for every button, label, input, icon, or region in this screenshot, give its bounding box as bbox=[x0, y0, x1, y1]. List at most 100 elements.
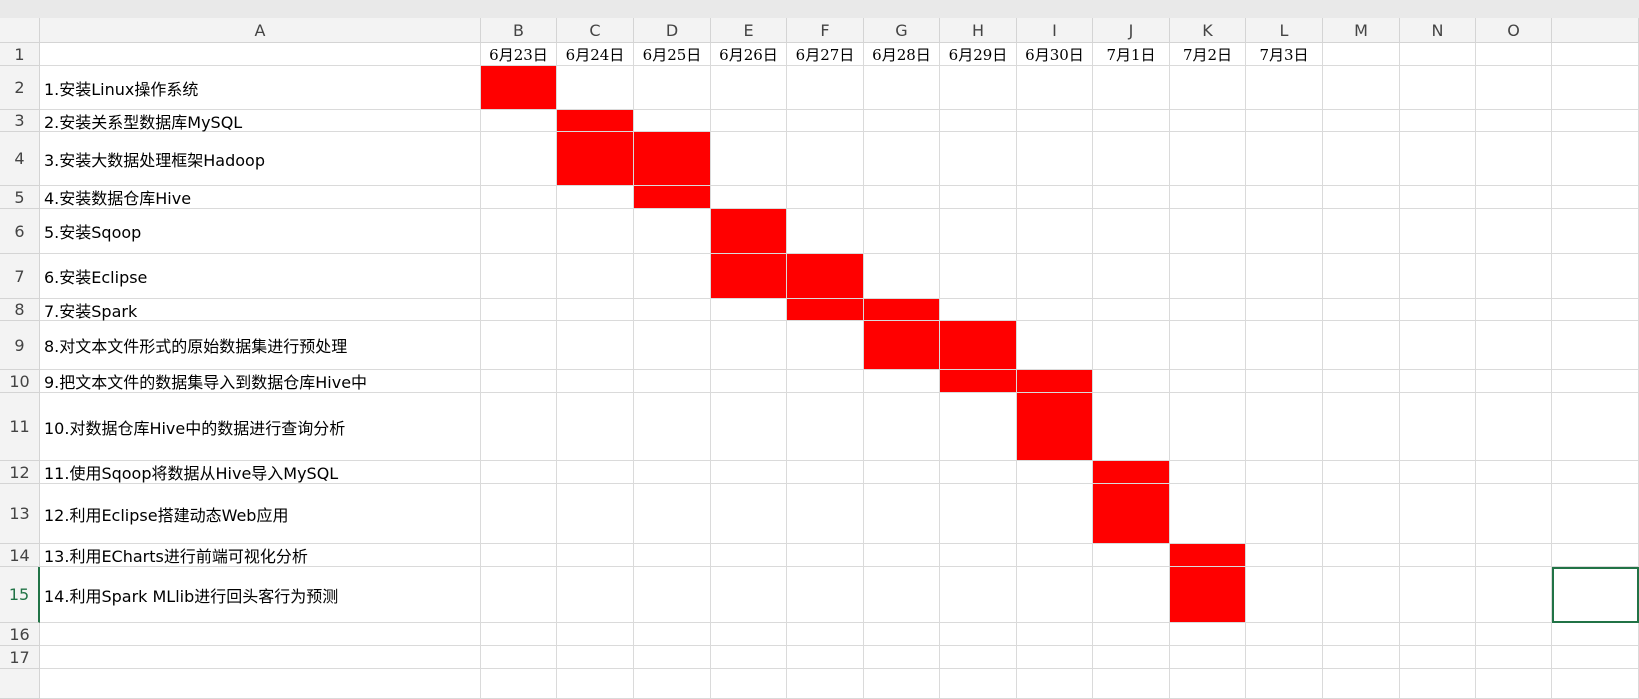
date-cell[interactable]: 6月26日 bbox=[711, 43, 787, 66]
cell[interactable] bbox=[787, 544, 864, 567]
cell[interactable] bbox=[940, 484, 1017, 544]
cell[interactable] bbox=[1552, 484, 1639, 544]
cell[interactable] bbox=[864, 66, 940, 110]
row-header[interactable]: 4 bbox=[0, 132, 40, 186]
cell[interactable] bbox=[481, 110, 557, 132]
cell[interactable] bbox=[1552, 321, 1639, 370]
column-header[interactable] bbox=[1552, 18, 1639, 43]
cell[interactable] bbox=[1170, 623, 1246, 646]
cell[interactable] bbox=[1400, 299, 1476, 321]
cell[interactable] bbox=[940, 132, 1017, 186]
filled-cell[interactable] bbox=[711, 209, 787, 254]
cell[interactable] bbox=[1093, 66, 1170, 110]
column-header[interactable]: O bbox=[1476, 18, 1552, 43]
cell[interactable] bbox=[557, 646, 634, 669]
cell[interactable] bbox=[481, 669, 557, 699]
cell[interactable] bbox=[1552, 66, 1639, 110]
cell[interactable] bbox=[1093, 370, 1170, 393]
cell[interactable] bbox=[1170, 186, 1246, 209]
cell[interactable] bbox=[634, 567, 711, 623]
task-cell[interactable]: 4.安装数据仓库Hive bbox=[40, 186, 481, 209]
cell[interactable] bbox=[1246, 66, 1323, 110]
cell[interactable] bbox=[557, 254, 634, 299]
cell[interactable] bbox=[1017, 132, 1093, 186]
date-cell[interactable]: 6月25日 bbox=[634, 43, 711, 66]
cell[interactable] bbox=[787, 66, 864, 110]
cell[interactable] bbox=[787, 461, 864, 484]
cell[interactable] bbox=[1170, 254, 1246, 299]
cell[interactable] bbox=[1093, 646, 1170, 669]
cell[interactable] bbox=[1246, 646, 1323, 669]
cell[interactable] bbox=[787, 186, 864, 209]
cell[interactable] bbox=[1400, 646, 1476, 669]
cell[interactable] bbox=[940, 186, 1017, 209]
cell[interactable] bbox=[1552, 393, 1639, 461]
cell[interactable] bbox=[1323, 370, 1400, 393]
cell[interactable] bbox=[864, 623, 940, 646]
date-cell[interactable]: 7月1日 bbox=[1093, 43, 1170, 66]
cell[interactable] bbox=[557, 370, 634, 393]
row-header[interactable] bbox=[0, 669, 40, 699]
cell[interactable] bbox=[1093, 299, 1170, 321]
date-cell[interactable]: 6月24日 bbox=[557, 43, 634, 66]
cell[interactable] bbox=[1093, 254, 1170, 299]
cell[interactable] bbox=[481, 484, 557, 544]
cell[interactable] bbox=[787, 321, 864, 370]
cell[interactable] bbox=[634, 254, 711, 299]
cell[interactable] bbox=[1552, 43, 1639, 66]
row-header[interactable]: 10 bbox=[0, 370, 40, 393]
column-header[interactable]: I bbox=[1017, 18, 1093, 43]
cell[interactable] bbox=[864, 209, 940, 254]
cell[interactable] bbox=[787, 669, 864, 699]
cell[interactable] bbox=[1323, 254, 1400, 299]
cell[interactable] bbox=[1093, 186, 1170, 209]
cell[interactable] bbox=[787, 370, 864, 393]
cell[interactable] bbox=[864, 461, 940, 484]
cell[interactable] bbox=[634, 66, 711, 110]
cell[interactable] bbox=[40, 669, 481, 699]
cell[interactable] bbox=[711, 370, 787, 393]
filled-cell[interactable] bbox=[634, 132, 711, 186]
cell[interactable] bbox=[1323, 299, 1400, 321]
cell[interactable] bbox=[1323, 132, 1400, 186]
cell[interactable] bbox=[1246, 393, 1323, 461]
cell[interactable] bbox=[1476, 43, 1552, 66]
cell[interactable] bbox=[940, 669, 1017, 699]
cell[interactable] bbox=[634, 484, 711, 544]
cell[interactable] bbox=[787, 484, 864, 544]
cell[interactable] bbox=[1476, 209, 1552, 254]
cell[interactable] bbox=[1093, 393, 1170, 461]
cell[interactable] bbox=[1400, 66, 1476, 110]
cell[interactable] bbox=[1170, 646, 1246, 669]
cell[interactable] bbox=[940, 646, 1017, 669]
cell[interactable] bbox=[1246, 321, 1323, 370]
row-header[interactable]: 3 bbox=[0, 110, 40, 132]
cell[interactable] bbox=[711, 669, 787, 699]
filled-cell[interactable] bbox=[940, 321, 1017, 370]
task-cell[interactable]: 14.利用Spark MLlib进行回头客行为预测 bbox=[40, 567, 481, 623]
cell[interactable] bbox=[1170, 461, 1246, 484]
task-cell[interactable]: 3.安装大数据处理框架Hadoop bbox=[40, 132, 481, 186]
column-header[interactable]: G bbox=[864, 18, 940, 43]
filled-cell[interactable] bbox=[1170, 567, 1246, 623]
cell[interactable] bbox=[1017, 186, 1093, 209]
cell[interactable] bbox=[1323, 646, 1400, 669]
cell[interactable] bbox=[1017, 110, 1093, 132]
cell[interactable] bbox=[787, 646, 864, 669]
cell[interactable] bbox=[711, 544, 787, 567]
cell[interactable] bbox=[634, 209, 711, 254]
row-header[interactable]: 9 bbox=[0, 321, 40, 370]
cell[interactable] bbox=[1323, 43, 1400, 66]
task-cell[interactable]: 11.使用Sqoop将数据从Hive导入MySQL bbox=[40, 461, 481, 484]
task-cell[interactable]: 7.安装Spark bbox=[40, 299, 481, 321]
column-header[interactable]: L bbox=[1246, 18, 1323, 43]
cell[interactable] bbox=[1017, 484, 1093, 544]
filled-cell[interactable] bbox=[787, 299, 864, 321]
cell[interactable] bbox=[1476, 567, 1552, 623]
cell[interactable] bbox=[1017, 646, 1093, 669]
cell[interactable] bbox=[557, 669, 634, 699]
cell[interactable] bbox=[1323, 669, 1400, 699]
cell[interactable] bbox=[1017, 544, 1093, 567]
filled-cell[interactable] bbox=[1093, 484, 1170, 544]
cell[interactable] bbox=[1476, 321, 1552, 370]
